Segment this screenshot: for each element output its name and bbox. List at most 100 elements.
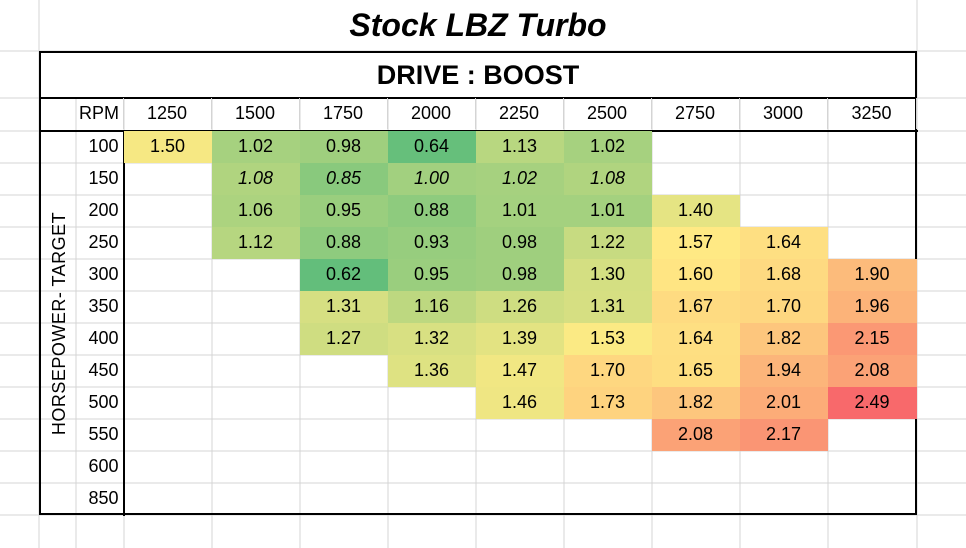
heatmap-cell[interactable]: 1.73 <box>563 386 652 419</box>
heatmap-cell[interactable]: 1.64 <box>739 226 828 259</box>
heatmap-cell[interactable]: 0.98 <box>299 130 388 163</box>
heatmap-cell[interactable] <box>124 355 212 387</box>
heatmap-cell[interactable]: 1.12 <box>211 226 300 259</box>
heatmap-cell[interactable] <box>828 419 917 451</box>
heatmap-cell[interactable]: 2.08 <box>827 354 917 387</box>
heatmap-cell[interactable] <box>124 451 212 483</box>
heatmap-cell[interactable]: 1.39 <box>475 322 564 355</box>
heatmap-cell[interactable]: 1.01 <box>563 194 652 227</box>
heatmap-cell[interactable]: 0.95 <box>387 258 476 291</box>
heatmap-cell[interactable] <box>828 131 917 163</box>
heatmap-cell[interactable] <box>124 163 212 195</box>
heatmap-cell[interactable]: 0.88 <box>299 226 388 259</box>
heatmap-cell[interactable]: 1.13 <box>475 130 564 163</box>
heatmap-cell[interactable]: 1.02 <box>211 130 300 163</box>
heatmap-cell[interactable] <box>740 195 828 227</box>
heatmap-cell[interactable]: 1.02 <box>475 162 564 195</box>
heatmap-cell[interactable] <box>212 323 300 355</box>
heatmap-cell[interactable] <box>124 419 212 451</box>
heatmap-cell[interactable]: 0.88 <box>387 194 476 227</box>
heatmap-cell[interactable]: 1.70 <box>739 290 828 323</box>
heatmap-cell[interactable] <box>740 163 828 195</box>
heatmap-cell[interactable] <box>740 483 828 515</box>
heatmap-cell[interactable]: 1.57 <box>651 226 740 259</box>
heatmap-cell[interactable]: 1.96 <box>827 290 917 323</box>
heatmap-cell[interactable] <box>652 483 740 515</box>
heatmap-cell[interactable]: 1.00 <box>387 162 476 195</box>
heatmap-cell[interactable] <box>740 131 828 163</box>
heatmap-cell[interactable] <box>564 483 652 515</box>
heatmap-cell[interactable]: 1.31 <box>299 290 388 323</box>
heatmap-cell[interactable] <box>388 483 476 515</box>
heatmap-cell[interactable] <box>212 451 300 483</box>
heatmap-cell[interactable] <box>652 163 740 195</box>
heatmap-cell[interactable]: 1.68 <box>739 258 828 291</box>
heatmap-cell[interactable]: 1.31 <box>563 290 652 323</box>
heatmap-cell[interactable]: 0.95 <box>299 194 388 227</box>
heatmap-cell[interactable]: 1.46 <box>475 386 564 419</box>
heatmap-cell[interactable] <box>388 387 476 419</box>
heatmap-cell[interactable]: 2.15 <box>827 322 917 355</box>
heatmap-cell[interactable]: 1.70 <box>563 354 652 387</box>
heatmap-cell[interactable] <box>388 419 476 451</box>
heatmap-cell[interactable] <box>212 419 300 451</box>
heatmap-cell[interactable] <box>212 259 300 291</box>
heatmap-cell[interactable]: 1.65 <box>651 354 740 387</box>
heatmap-cell[interactable]: 1.16 <box>387 290 476 323</box>
heatmap-cell[interactable]: 0.85 <box>299 162 388 195</box>
heatmap-cell[interactable]: 1.50 <box>123 130 212 163</box>
heatmap-cell[interactable] <box>300 387 388 419</box>
heatmap-cell[interactable] <box>388 451 476 483</box>
heatmap-cell[interactable]: 1.32 <box>387 322 476 355</box>
heatmap-cell[interactable] <box>828 227 917 259</box>
heatmap-cell[interactable] <box>300 451 388 483</box>
heatmap-cell[interactable]: 1.94 <box>739 354 828 387</box>
heatmap-cell[interactable]: 1.22 <box>563 226 652 259</box>
heatmap-cell[interactable] <box>124 195 212 227</box>
heatmap-cell[interactable] <box>124 291 212 323</box>
heatmap-cell[interactable] <box>828 483 917 515</box>
heatmap-cell[interactable] <box>564 419 652 451</box>
heatmap-cell[interactable] <box>652 451 740 483</box>
heatmap-cell[interactable]: 1.36 <box>387 354 476 387</box>
heatmap-cell[interactable]: 0.93 <box>387 226 476 259</box>
heatmap-cell[interactable]: 2.01 <box>739 386 828 419</box>
heatmap-cell[interactable] <box>300 483 388 515</box>
heatmap-cell[interactable]: 0.64 <box>387 130 476 163</box>
heatmap-cell[interactable]: 1.02 <box>563 130 652 163</box>
heatmap-cell[interactable]: 1.30 <box>563 258 652 291</box>
heatmap-cell[interactable] <box>124 227 212 259</box>
heatmap-cell[interactable]: 1.06 <box>211 194 300 227</box>
heatmap-cell[interactable] <box>476 451 564 483</box>
heatmap-cell[interactable] <box>828 451 917 483</box>
heatmap-cell[interactable]: 1.01 <box>475 194 564 227</box>
heatmap-cell[interactable]: 1.82 <box>651 386 740 419</box>
heatmap-cell[interactable]: 1.27 <box>299 322 388 355</box>
heatmap-cell[interactable]: 1.53 <box>563 322 652 355</box>
heatmap-cell[interactable] <box>212 291 300 323</box>
heatmap-cell[interactable]: 1.60 <box>651 258 740 291</box>
heatmap-cell[interactable] <box>212 355 300 387</box>
heatmap-cell[interactable]: 2.17 <box>739 418 828 451</box>
heatmap-cell[interactable]: 1.82 <box>739 322 828 355</box>
heatmap-cell[interactable] <box>828 163 917 195</box>
heatmap-cell[interactable] <box>300 355 388 387</box>
heatmap-cell[interactable] <box>476 419 564 451</box>
heatmap-cell[interactable] <box>652 131 740 163</box>
heatmap-cell[interactable] <box>300 419 388 451</box>
heatmap-cell[interactable]: 2.49 <box>827 386 917 419</box>
heatmap-cell[interactable] <box>124 483 212 515</box>
heatmap-cell[interactable]: 0.98 <box>475 258 564 291</box>
heatmap-cell[interactable] <box>564 451 652 483</box>
heatmap-cell[interactable] <box>740 451 828 483</box>
heatmap-cell[interactable]: 1.26 <box>475 290 564 323</box>
heatmap-cell[interactable]: 1.08 <box>211 162 300 195</box>
heatmap-cell[interactable]: 1.67 <box>651 290 740 323</box>
heatmap-cell[interactable]: 1.47 <box>475 354 564 387</box>
heatmap-cell[interactable] <box>124 387 212 419</box>
heatmap-cell[interactable]: 1.40 <box>651 194 740 227</box>
heatmap-cell[interactable] <box>212 483 300 515</box>
heatmap-cell[interactable]: 0.98 <box>475 226 564 259</box>
heatmap-cell[interactable] <box>828 195 917 227</box>
heatmap-cell[interactable] <box>124 323 212 355</box>
